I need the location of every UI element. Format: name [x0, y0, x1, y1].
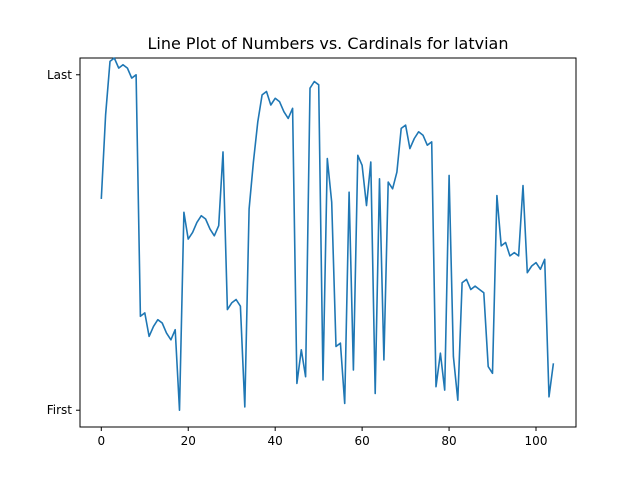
plot-area-frame — [79, 57, 577, 428]
x-tick-label: 80 — [441, 434, 456, 448]
x-tick-label: 0 — [97, 434, 105, 448]
x-tick-label: 100 — [525, 434, 548, 448]
chart-title: Line Plot of Numbers vs. Cardinals for l… — [147, 34, 508, 53]
series-line — [100, 57, 555, 411]
y-tick-label: First — [47, 403, 73, 417]
x-axis: 0 20 40 60 80 100 — [97, 427, 547, 448]
y-tick-label: Last — [47, 68, 72, 82]
x-tick-label: 40 — [268, 434, 283, 448]
y-axis: First Last — [47, 68, 80, 417]
x-tick-label: 20 — [181, 434, 196, 448]
x-tick-label: 60 — [354, 434, 369, 448]
